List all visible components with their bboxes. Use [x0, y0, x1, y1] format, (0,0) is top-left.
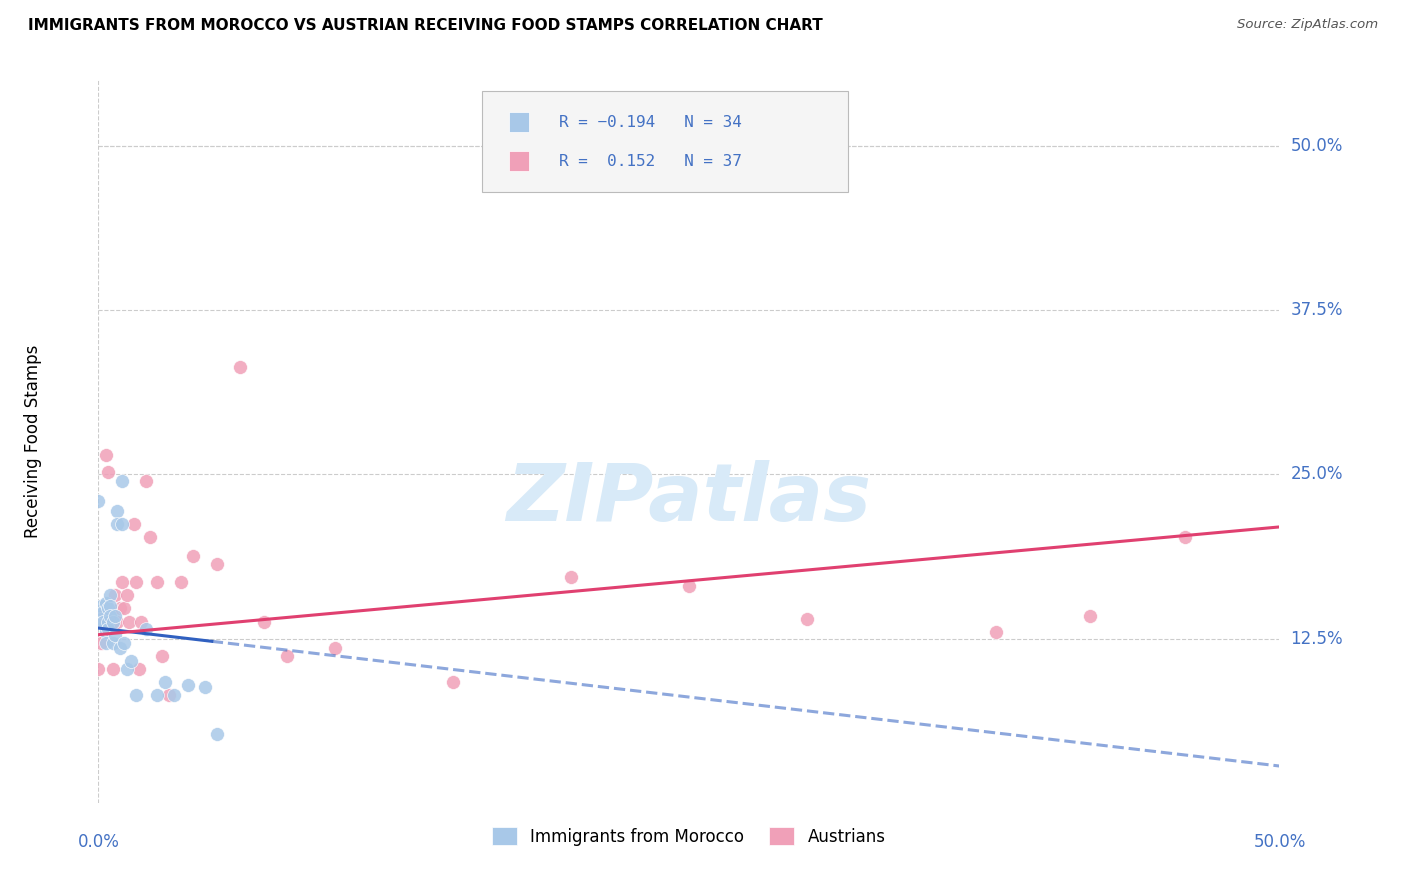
Point: [94, 596, 117, 610]
Point: [108, 640, 131, 655]
Point: [323, 640, 346, 655]
Text: 50.0%: 50.0%: [1253, 833, 1306, 851]
Point: [229, 359, 252, 374]
Point: [177, 677, 200, 691]
Point: [111, 474, 134, 488]
Point: [146, 575, 169, 590]
Point: [90, 635, 112, 649]
Point: [101, 635, 124, 649]
Bar: [509, 112, 529, 132]
Point: [104, 627, 127, 641]
Point: [441, 675, 464, 690]
Point: [1174, 531, 1197, 545]
Point: [87, 493, 110, 508]
Point: [129, 615, 152, 629]
Text: ZIPatlas: ZIPatlas: [506, 460, 872, 539]
Point: [678, 579, 700, 593]
Point: [135, 623, 157, 637]
Point: [111, 575, 134, 590]
Point: [104, 609, 127, 624]
Text: 50.0%: 50.0%: [1291, 137, 1343, 155]
Text: Receiving Food Stamps: Receiving Food Stamps: [24, 345, 42, 538]
Point: [139, 531, 162, 545]
Text: IMMIGRANTS FROM MOROCCO VS AUSTRIAN RECEIVING FOOD STAMPS CORRELATION CHART: IMMIGRANTS FROM MOROCCO VS AUSTRIAN RECE…: [28, 18, 823, 33]
Point: [163, 688, 186, 702]
Text: R = −0.194   N = 34: R = −0.194 N = 34: [560, 115, 742, 129]
Point: [125, 575, 148, 590]
Point: [1080, 609, 1102, 624]
Point: [157, 688, 180, 702]
Point: [194, 680, 217, 694]
Legend: Immigrants from Morocco, Austrians: Immigrants from Morocco, Austrians: [485, 821, 893, 852]
Point: [205, 557, 228, 571]
Point: [105, 517, 128, 532]
Point: [90, 612, 112, 626]
Point: [276, 648, 298, 663]
Point: [121, 654, 143, 668]
Point: [97, 601, 120, 615]
Point: [91, 605, 114, 619]
Point: [97, 465, 120, 479]
Point: [122, 517, 145, 532]
Point: [115, 662, 138, 676]
Point: [98, 588, 121, 602]
Point: [91, 615, 114, 629]
Point: [94, 635, 117, 649]
Point: [90, 599, 112, 613]
Point: [108, 601, 131, 615]
Point: [94, 625, 117, 640]
Point: [128, 662, 150, 676]
Point: [796, 612, 818, 626]
Point: [560, 570, 582, 584]
Point: [146, 688, 169, 702]
Text: 0.0%: 0.0%: [77, 833, 120, 851]
Point: [101, 615, 124, 629]
Point: [97, 615, 120, 629]
Point: [105, 615, 128, 629]
Point: [98, 599, 121, 613]
Point: [253, 615, 276, 629]
Bar: [509, 151, 529, 171]
Point: [170, 575, 193, 590]
Point: [125, 688, 148, 702]
Point: [98, 615, 121, 629]
Point: [181, 549, 204, 563]
Point: [111, 517, 134, 532]
Point: [205, 727, 228, 741]
Point: [115, 588, 138, 602]
Text: Source: ZipAtlas.com: Source: ZipAtlas.com: [1237, 18, 1378, 31]
Point: [101, 662, 124, 676]
Text: 37.5%: 37.5%: [1291, 301, 1343, 319]
FancyBboxPatch shape: [482, 91, 848, 193]
Point: [150, 648, 173, 663]
Point: [98, 609, 121, 624]
Point: [112, 601, 135, 615]
Text: R =  0.152   N = 37: R = 0.152 N = 37: [560, 153, 742, 169]
Point: [112, 635, 135, 649]
Point: [984, 625, 1007, 640]
Point: [118, 615, 141, 629]
Point: [97, 623, 120, 637]
Point: [153, 675, 176, 690]
Point: [94, 448, 117, 462]
Point: [104, 588, 127, 602]
Text: 25.0%: 25.0%: [1291, 466, 1343, 483]
Point: [135, 474, 157, 488]
Point: [105, 504, 128, 518]
Text: 12.5%: 12.5%: [1291, 630, 1343, 648]
Point: [87, 662, 110, 676]
Point: [91, 609, 114, 624]
